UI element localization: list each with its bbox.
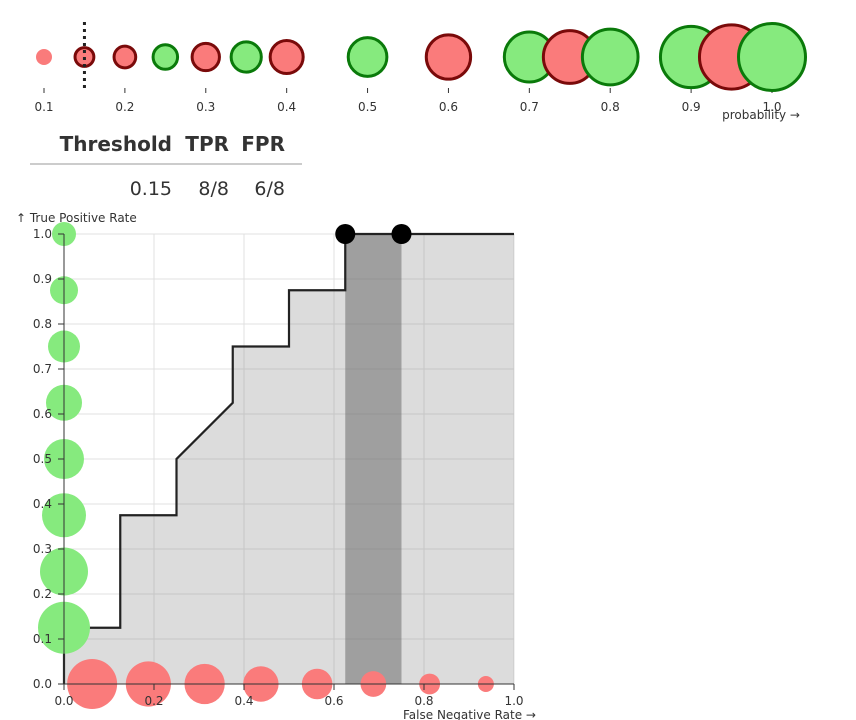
operating-point xyxy=(391,224,412,244)
negative-probability-dot xyxy=(190,41,221,73)
stats-value-tpr: 8/8 xyxy=(198,178,229,200)
x-tick-label: 0.4 xyxy=(234,694,253,708)
y-tick-label: 0.5 xyxy=(33,452,52,466)
stats-value-threshold: 0.15 xyxy=(130,178,172,200)
y-tick-label: 0.7 xyxy=(33,362,52,376)
negative-probability-dot xyxy=(268,39,305,75)
y-tick-label: 0.6 xyxy=(33,407,52,421)
roc-curve-line xyxy=(62,232,514,684)
negative-probability-dot xyxy=(36,49,52,65)
strip-tick-label: 0.8 xyxy=(601,100,620,114)
roc-chart: 0.0 0.1 0.2 0.3 0.4 0.5 0.6 0.7 0.8 0.9 1.0 0.0 0.2 0… xyxy=(16,211,536,720)
threshold-band xyxy=(345,234,402,684)
strip-tick-label: 0.5 xyxy=(358,100,377,114)
stats-header-tpr: TPR xyxy=(185,132,229,156)
stats-header-threshold: Threshold xyxy=(60,132,172,156)
y-tick-label: 0.0 xyxy=(33,677,52,691)
probability-strip: 0.1 0.2 0.3 0.4 0.5 0.6 0.7 0.8 0.9 1.0probabilit… xyxy=(34,22,807,122)
operating-point xyxy=(335,224,356,244)
negative-probability-dot xyxy=(424,33,473,81)
positive-probability-dot xyxy=(580,27,640,87)
y-tick-label: 0.3 xyxy=(33,542,52,556)
x-tick-label: 0.8 xyxy=(414,694,433,708)
stats-table: Threshold TPR FPR 0.15 8/8 6/8 xyxy=(30,132,302,200)
y-tick-label: 0.4 xyxy=(33,497,52,511)
stats-header-fpr: FPR xyxy=(241,132,285,156)
strip-tick-label: 1.0 xyxy=(762,100,781,114)
negative-probability-dot xyxy=(112,44,138,70)
strip-tick-label: 0.7 xyxy=(520,100,539,114)
y-tick-label: 0.9 xyxy=(33,272,52,286)
strip-tick-label: 0.6 xyxy=(439,100,458,114)
positive-probability-dot xyxy=(229,40,263,74)
strip-tick-label: 0.2 xyxy=(115,100,134,114)
strip-tick-label: 0.3 xyxy=(196,100,215,114)
positive-probability-dot xyxy=(346,36,389,78)
x-tick-label: 0.6 xyxy=(324,694,343,708)
y-tick-label: 0.2 xyxy=(33,587,52,601)
strip-tick-label: 0.1 xyxy=(34,100,53,114)
x-tick-label: 0.2 xyxy=(144,694,163,708)
y-tick-label: 0.8 xyxy=(33,317,52,331)
y-tick-label: 0.1 xyxy=(33,632,52,646)
y-axis-title: ↑ True Positive Rate xyxy=(16,211,137,225)
x-axis-title: False Negative Rate → xyxy=(403,708,536,720)
stats-value-fpr: 6/8 xyxy=(254,178,285,200)
strip-tick-label: 0.4 xyxy=(277,100,296,114)
x-tick-label: 1.0 xyxy=(504,694,523,708)
positive-probability-dot xyxy=(737,22,807,92)
positive-probability-dot xyxy=(151,43,180,71)
x-tick-label: 0.0 xyxy=(54,694,73,708)
strip-axis-label: probability → xyxy=(722,108,800,122)
y-tick-label: 1.0 xyxy=(33,227,52,241)
strip-tick-label: 0.9 xyxy=(682,100,701,114)
